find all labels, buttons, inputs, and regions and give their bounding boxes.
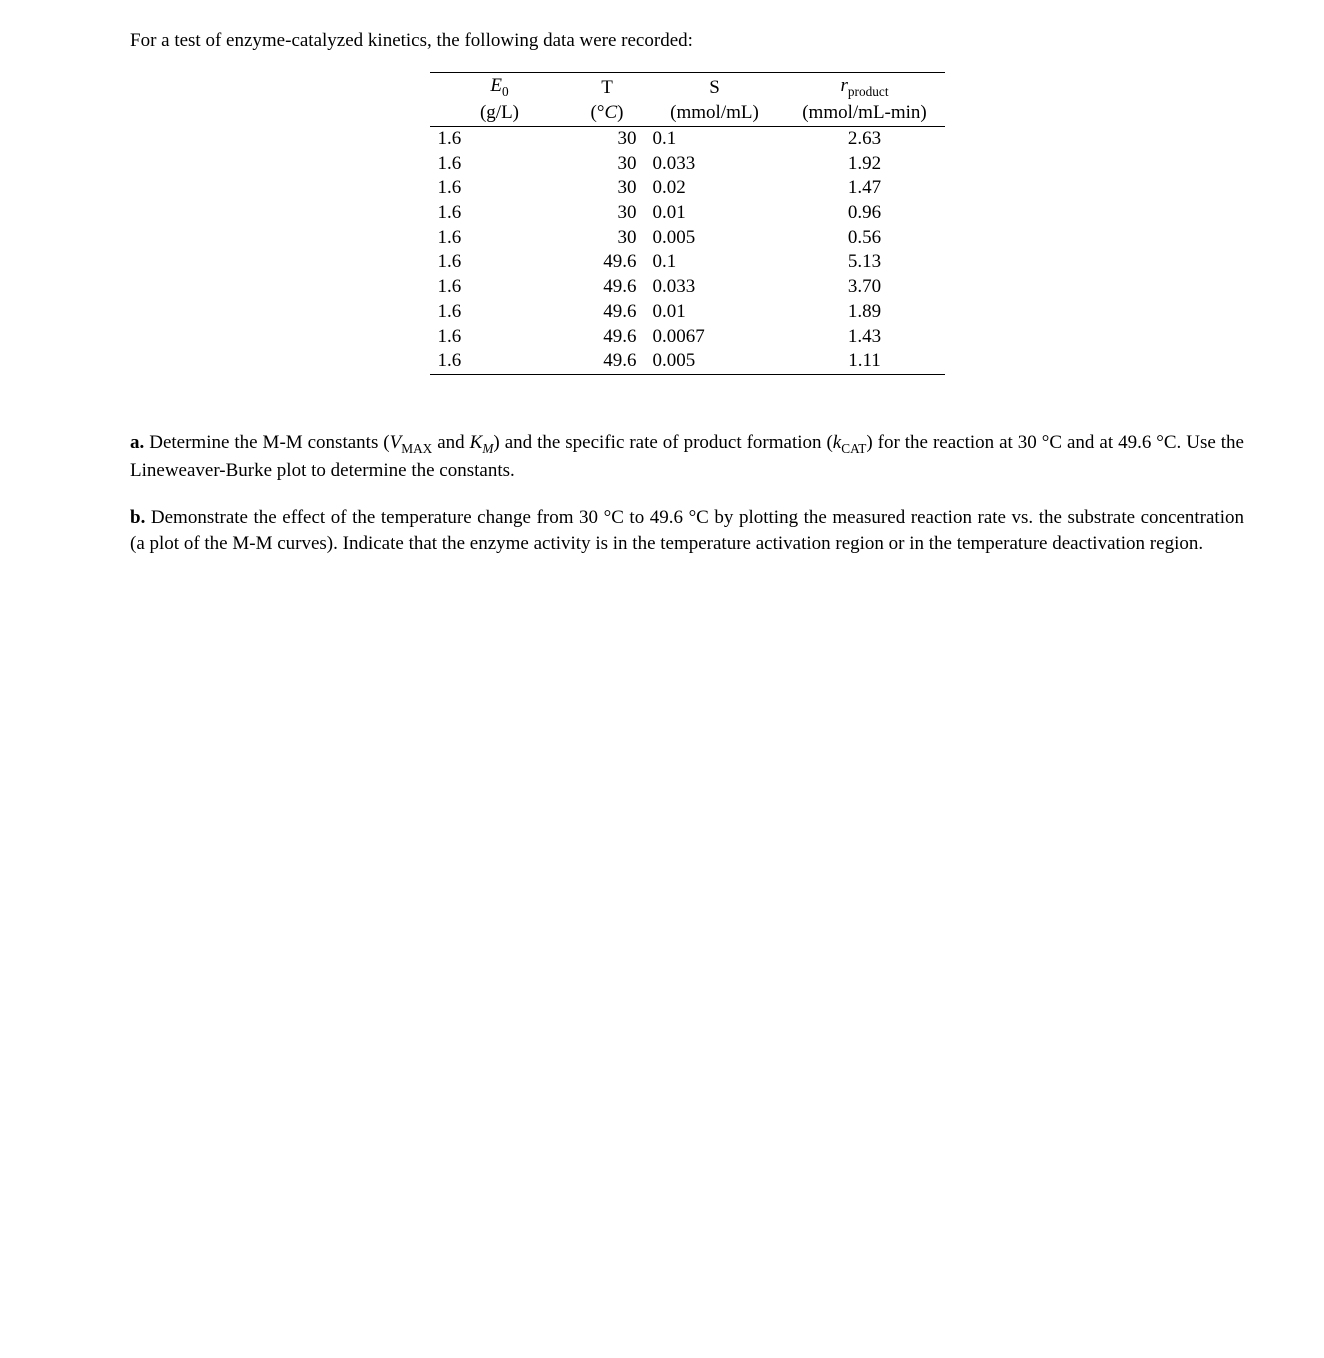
cell-s: 0.02 xyxy=(645,176,785,201)
table-row: 1.6300.021.47 xyxy=(430,176,945,201)
cell-e0: 1.6 xyxy=(430,300,570,325)
cell-t: 30 xyxy=(570,152,645,177)
cell-e0: 1.6 xyxy=(430,176,570,201)
cell-s: 0.033 xyxy=(645,152,785,177)
cell-s: 0.033 xyxy=(645,275,785,300)
col-unit-e0: (g/L) xyxy=(430,100,570,126)
part-b-text: Demonstrate the effect of the temperatur… xyxy=(130,507,1244,554)
cell-e0: 1.6 xyxy=(430,275,570,300)
cell-t: 49.6 xyxy=(570,250,645,275)
part-b: b. Demonstrate the effect of the tempera… xyxy=(130,505,1244,556)
table-row: 1.649.60.0333.70 xyxy=(430,275,945,300)
cell-e0: 1.6 xyxy=(430,226,570,251)
cell-r: 5.13 xyxy=(785,250,945,275)
col-unit-t: (°C) xyxy=(570,100,645,126)
col-unit-r: (mmol/mL-min) xyxy=(785,100,945,126)
table-row: 1.649.60.00671.43 xyxy=(430,325,945,350)
cell-r: 2.63 xyxy=(785,127,945,152)
cell-t: 49.6 xyxy=(570,325,645,350)
cell-t: 30 xyxy=(570,226,645,251)
cell-r: 1.11 xyxy=(785,349,945,374)
part-a: a. Determine the M-M constants (VMAX and… xyxy=(130,430,1244,483)
cell-e0: 1.6 xyxy=(430,201,570,226)
cell-e0: 1.6 xyxy=(430,349,570,374)
col-header-r: rproduct xyxy=(785,72,945,100)
col-unit-s: (mmol/mL) xyxy=(645,100,785,126)
table-row: 1.649.60.0051.11 xyxy=(430,349,945,374)
intro-text: For a test of enzyme-catalyzed kinetics,… xyxy=(130,28,1244,54)
data-table-wrapper: E0 T S rproduct (g/L) (°C) (mmol/mL) (mm… xyxy=(130,72,1244,375)
cell-t: 49.6 xyxy=(570,275,645,300)
cell-s: 0.0067 xyxy=(645,325,785,350)
cell-s: 0.01 xyxy=(645,300,785,325)
cell-s: 0.1 xyxy=(645,127,785,152)
part-a-label: a. xyxy=(130,432,144,453)
col-header-s: S xyxy=(645,72,785,100)
table-row: 1.6300.010.96 xyxy=(430,201,945,226)
cell-e0: 1.6 xyxy=(430,250,570,275)
cell-t: 30 xyxy=(570,201,645,226)
cell-r: 0.96 xyxy=(785,201,945,226)
cell-e0: 1.6 xyxy=(430,127,570,152)
cell-s: 0.005 xyxy=(645,226,785,251)
cell-t: 30 xyxy=(570,176,645,201)
cell-e0: 1.6 xyxy=(430,325,570,350)
col-header-e0: E0 xyxy=(430,72,570,100)
cell-r: 1.43 xyxy=(785,325,945,350)
cell-e0: 1.6 xyxy=(430,152,570,177)
cell-r: 1.89 xyxy=(785,300,945,325)
cell-t: 49.6 xyxy=(570,349,645,374)
cell-t: 30 xyxy=(570,127,645,152)
table-row: 1.6300.0331.92 xyxy=(430,152,945,177)
table-row: 1.649.60.15.13 xyxy=(430,250,945,275)
cell-s: 0.1 xyxy=(645,250,785,275)
cell-s: 0.01 xyxy=(645,201,785,226)
col-header-t: T xyxy=(570,72,645,100)
table-row: 1.6300.12.63 xyxy=(430,127,945,152)
cell-s: 0.005 xyxy=(645,349,785,374)
cell-t: 49.6 xyxy=(570,300,645,325)
part-b-label: b. xyxy=(130,507,145,528)
cell-r: 1.47 xyxy=(785,176,945,201)
table-row: 1.6300.0050.56 xyxy=(430,226,945,251)
kinetics-data-table: E0 T S rproduct (g/L) (°C) (mmol/mL) (mm… xyxy=(430,72,945,375)
cell-r: 1.92 xyxy=(785,152,945,177)
table-row: 1.649.60.011.89 xyxy=(430,300,945,325)
cell-r: 0.56 xyxy=(785,226,945,251)
part-a-text: Determine the M-M constants (VMAX and KM… xyxy=(130,432,1244,481)
table-body: 1.6300.12.631.6300.0331.921.6300.021.471… xyxy=(430,127,945,375)
cell-r: 3.70 xyxy=(785,275,945,300)
